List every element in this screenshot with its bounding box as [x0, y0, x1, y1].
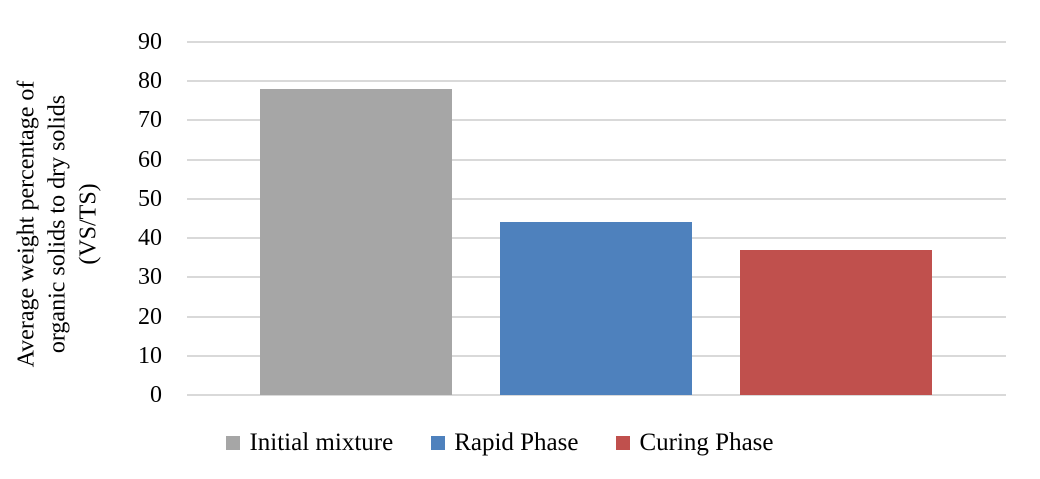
gridline: [187, 394, 1006, 396]
bar-curing-phase: [740, 249, 932, 395]
y-tick-label: 50: [138, 185, 162, 212]
gridline: [187, 158, 1006, 161]
y-tick-label: 0: [150, 382, 162, 408]
gridline: [187, 41, 1006, 43]
legend-swatch-icon: [431, 436, 446, 450]
legend-label: Curing Phase: [639, 429, 774, 456]
y-tick-label: 80: [138, 68, 162, 95]
plot-area: [187, 41, 1006, 396]
gridline: [187, 119, 1006, 122]
y-tick-label: 30: [138, 264, 162, 291]
y-tick-label: 20: [138, 303, 162, 330]
y-tick-label: 40: [138, 225, 162, 252]
bar-initial-mixture: [260, 89, 452, 395]
y-tick-label: 90: [138, 29, 162, 55]
legend-item-initial-mixture: Initial mixture: [226, 428, 393, 458]
legend: Initial mixture Rapid Phase Curing Phase: [0, 426, 1000, 460]
gridline: [187, 80, 1006, 83]
legend-swatch-icon: [616, 436, 631, 450]
legend-item-curing-phase: Curing Phase: [616, 428, 774, 458]
legend-item-rapid-phase: Rapid Phase: [431, 428, 578, 458]
legend-label: Initial mixture: [249, 429, 394, 456]
y-axis-tick-labels: 90 80 70 60 50 40 30 20 10 0: [0, 29, 162, 408]
y-tick-label: 70: [138, 107, 162, 134]
bar-rapid-phase: [500, 222, 692, 395]
gridline: [187, 197, 1006, 200]
legend-label: Rapid Phase: [454, 429, 579, 456]
legend-swatch-icon: [226, 436, 241, 450]
y-tick-label: 60: [138, 146, 162, 173]
y-tick-label: 10: [138, 342, 162, 369]
